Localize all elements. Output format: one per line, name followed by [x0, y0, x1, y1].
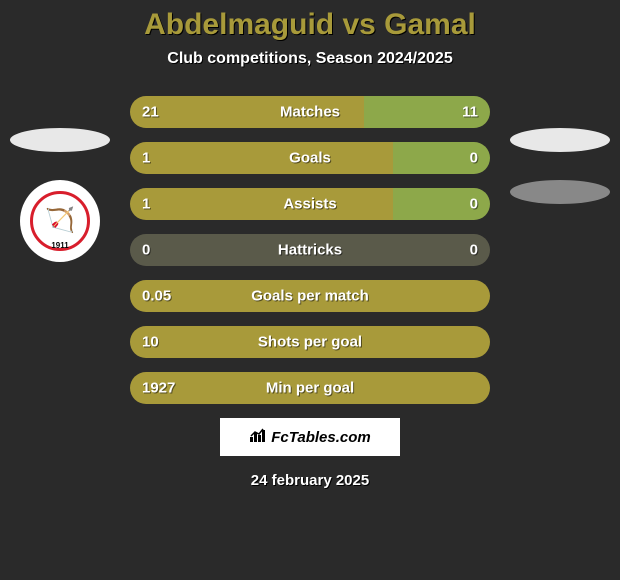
player-right-oval-2 — [510, 180, 610, 204]
stat-value-left: 10 — [142, 334, 159, 351]
club-badge-inner: 🏹 1911 — [30, 191, 90, 251]
stat-value-left: 0 — [142, 242, 150, 259]
stat-value-left: 1927 — [142, 380, 175, 397]
stat-value-right: 0 — [470, 150, 478, 167]
stat-value-left: 21 — [142, 104, 159, 121]
stat-value-right: 0 — [470, 196, 478, 213]
stat-value-left: 1 — [142, 196, 150, 213]
brand-badge: FcTables.com — [220, 418, 400, 456]
stat-bar-row: 1 0 Assists — [130, 188, 490, 220]
club-archer-icon: 🏹 — [45, 209, 75, 233]
subtitle: Club competitions, Season 2024/2025 — [167, 50, 452, 68]
stat-bar-row: 1 0 Goals — [130, 142, 490, 174]
stat-bar-left-fill — [130, 142, 393, 174]
stat-bar-row: 0 0 Hattricks — [130, 234, 490, 266]
stat-label: Goals per match — [251, 288, 369, 305]
stat-label: Matches — [280, 104, 340, 121]
stat-bar-row: 1927 Min per goal — [130, 372, 490, 404]
player-left-oval — [10, 128, 110, 152]
stat-bar-left-fill — [130, 188, 393, 220]
brand-icon — [249, 427, 267, 448]
stat-label: Goals — [289, 150, 331, 167]
stat-label: Hattricks — [278, 242, 342, 259]
stat-label: Shots per goal — [258, 334, 362, 351]
stat-label: Assists — [283, 196, 336, 213]
brand-text: FcTables.com — [271, 429, 370, 446]
club-badge: 🏹 1911 — [20, 180, 100, 262]
stat-value-right: 11 — [462, 104, 478, 121]
club-badge-text: 1911 — [51, 241, 68, 250]
stat-value-left: 1 — [142, 150, 150, 167]
stat-value-left: 0.05 — [142, 288, 171, 305]
stat-bar-row: 21 11 Matches — [130, 96, 490, 128]
date-text: 24 february 2025 — [251, 472, 369, 489]
stat-bar-row: 10 Shots per goal — [130, 326, 490, 358]
player-right-oval-1 — [510, 128, 610, 152]
title: Abdelmaguid vs Gamal — [144, 8, 476, 42]
stat-bar-row: 0.05 Goals per match — [130, 280, 490, 312]
stat-value-right: 0 — [470, 242, 478, 259]
infographic-container: Abdelmaguid vs Gamal Club competitions, … — [0, 0, 620, 580]
stat-label: Min per goal — [266, 380, 354, 397]
